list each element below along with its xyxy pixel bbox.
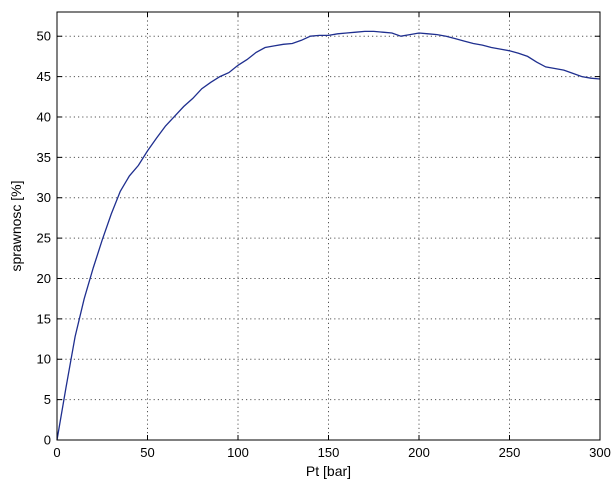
x-axis-label: Pt [bar] [306, 463, 351, 479]
x-axis: 0 50 100 150 200 250 300 [53, 12, 611, 460]
y-tick-label: 35 [37, 150, 51, 165]
x-tick-label: 200 [408, 445, 430, 460]
series-line [56, 30, 601, 441]
x-tick-label: 300 [589, 445, 611, 460]
x-tick-label: 100 [227, 445, 249, 460]
y-tick-label: 15 [37, 311, 51, 326]
y-tick-label: 50 [37, 29, 51, 44]
y-tick-label: 5 [44, 392, 51, 407]
y-tick-label: 45 [37, 69, 51, 84]
x-tick-label: 150 [318, 445, 340, 460]
y-tick-label: 25 [37, 231, 51, 246]
y-tick-label: 30 [37, 190, 51, 205]
x-tick-label: 50 [140, 445, 154, 460]
x-tick-label: 0 [53, 445, 60, 460]
y-tick-label: 20 [37, 271, 51, 286]
x-tick-label: 250 [499, 445, 521, 460]
y-axis-label: sprawnosc [%] [8, 180, 24, 271]
y-tick-label: 10 [37, 352, 51, 367]
y-axis: 0 5 10 15 20 25 30 35 40 45 50 [37, 29, 600, 448]
plot-area [57, 12, 600, 440]
y-tick-label: 0 [44, 433, 51, 448]
y-tick-label: 40 [37, 109, 51, 124]
